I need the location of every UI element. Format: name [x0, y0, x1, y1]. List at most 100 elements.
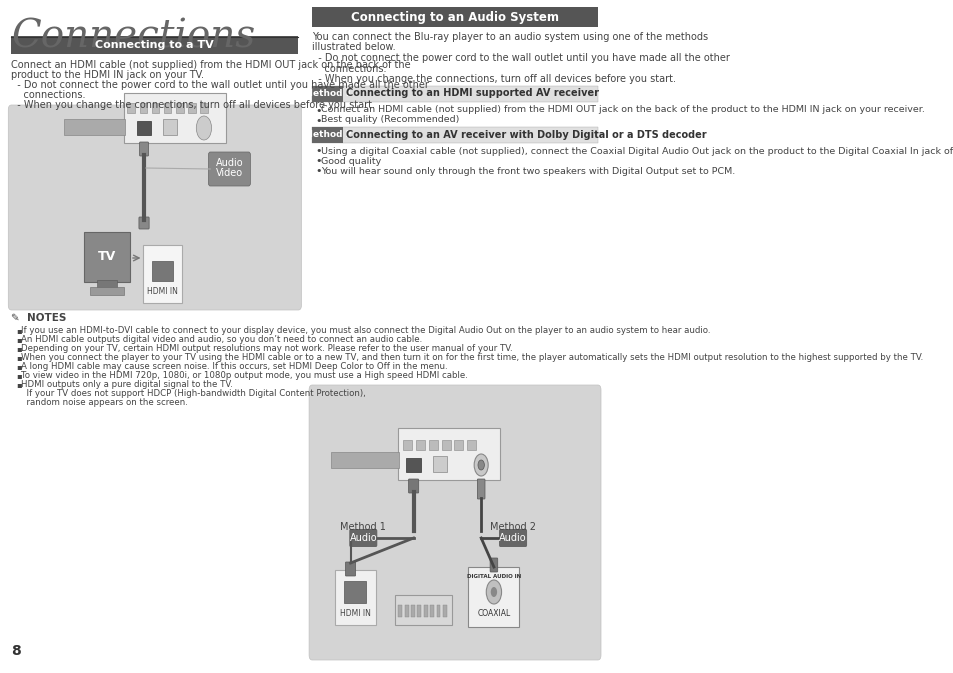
Text: Using a digital Coaxial cable (not supplied), connect the Coaxial Digital Audio : Using a digital Coaxial cable (not suppl…: [321, 147, 953, 155]
Bar: [312, 127, 342, 143]
Text: illustrated below.: illustrated below.: [312, 42, 395, 52]
Text: Audio: Audio: [498, 533, 526, 543]
Text: Audio: Audio: [215, 158, 243, 168]
Text: ▪: ▪: [16, 344, 22, 353]
Bar: [175, 103, 183, 113]
FancyBboxPatch shape: [349, 529, 376, 547]
Bar: [143, 245, 181, 303]
Bar: [468, 567, 518, 627]
Text: HDMI outputs only a pure digital signal to the TV.: HDMI outputs only a pure digital signal …: [21, 380, 233, 389]
Text: - When you change the connections, turn off all devices before you start.: - When you change the connections, turn …: [11, 100, 375, 110]
Bar: [454, 440, 463, 450]
Bar: [423, 605, 427, 617]
Text: Connections: Connections: [11, 18, 255, 55]
Circle shape: [477, 460, 484, 470]
Bar: [398, 428, 499, 480]
Bar: [467, 440, 476, 450]
FancyBboxPatch shape: [498, 529, 526, 547]
Text: When you connect the player to your TV using the HDMI cable or to a new TV, and : When you connect the player to your TV u…: [21, 353, 923, 362]
Text: Connect an HDMI cable (not supplied) from the HDMI OUT jack on the back of the: Connect an HDMI cable (not supplied) fro…: [11, 60, 411, 70]
Bar: [312, 7, 598, 27]
Text: HDMI IN: HDMI IN: [147, 287, 178, 295]
Text: Connecting to a TV: Connecting to a TV: [95, 40, 214, 50]
Text: Method 2: Method 2: [490, 522, 536, 532]
Text: •: •: [315, 106, 321, 116]
Text: Connecting to an HDMI supported AV receiver: Connecting to an HDMI supported AV recei…: [346, 89, 598, 98]
Bar: [84, 232, 130, 282]
Text: An HDMI cable outputs digital video and audio, so you don’t need to connect an a: An HDMI cable outputs digital video and …: [21, 335, 422, 344]
Bar: [312, 85, 342, 102]
Text: •: •: [315, 147, 321, 157]
Text: •: •: [315, 116, 321, 125]
Bar: [128, 103, 135, 113]
Bar: [331, 452, 398, 468]
FancyBboxPatch shape: [139, 217, 149, 229]
Bar: [152, 103, 159, 113]
Text: ▪: ▪: [16, 326, 22, 335]
Text: ▪: ▪: [16, 380, 22, 389]
Bar: [417, 605, 421, 617]
Bar: [416, 440, 425, 450]
Circle shape: [474, 454, 488, 476]
Text: Depending on your TV, certain HDMI output resolutions may not work. Please refer: Depending on your TV, certain HDMI outpu…: [21, 344, 512, 353]
Bar: [395, 595, 452, 625]
Text: Method 1: Method 1: [303, 89, 351, 98]
Text: ▪: ▪: [16, 335, 22, 344]
Bar: [188, 103, 195, 113]
Bar: [124, 93, 226, 143]
Bar: [164, 103, 172, 113]
Text: Connect an HDMI cable (not supplied) from the HDMI OUT jack on the back of the p: Connect an HDMI cable (not supplied) fro…: [321, 106, 924, 114]
FancyBboxPatch shape: [139, 142, 149, 156]
Bar: [429, 440, 437, 450]
Bar: [403, 440, 412, 450]
Circle shape: [196, 116, 212, 140]
Text: 8: 8: [11, 644, 21, 658]
Text: HDMI IN: HDMI IN: [339, 608, 370, 618]
Text: Video: Video: [215, 168, 243, 178]
Text: Method 1: Method 1: [340, 522, 386, 532]
Text: ✎  NOTES: ✎ NOTES: [11, 313, 67, 323]
Circle shape: [490, 587, 497, 597]
Text: - Do not connect the power cord to the wall outlet until you have made all the o: - Do not connect the power cord to the w…: [11, 80, 429, 90]
Text: TV: TV: [98, 250, 116, 264]
Text: product to the HDMI IN jack on your TV.: product to the HDMI IN jack on your TV.: [11, 70, 204, 80]
Bar: [441, 440, 450, 450]
Bar: [11, 36, 298, 54]
Bar: [312, 127, 598, 143]
Bar: [162, 119, 176, 135]
Text: •: •: [315, 166, 321, 176]
Text: connections.: connections.: [312, 63, 386, 73]
Bar: [137, 121, 151, 135]
Text: random noise appears on the screen.: random noise appears on the screen.: [21, 398, 188, 407]
Text: - When you change the connections, turn off all devices before you start.: - When you change the connections, turn …: [312, 74, 676, 84]
Text: You can connect the Blu-ray player to an audio system using one of the methods: You can connect the Blu-ray player to an…: [312, 32, 708, 42]
Bar: [398, 605, 402, 617]
Text: - Do not connect the power cord to the wall outlet until you have made all the o: - Do not connect the power cord to the w…: [312, 53, 729, 63]
Bar: [404, 605, 408, 617]
Bar: [442, 605, 446, 617]
FancyBboxPatch shape: [345, 562, 355, 576]
Text: To view video in the HDMI 720p, 1080i, or 1080p output mode, you must use a High: To view video in the HDMI 720p, 1080i, o…: [21, 371, 467, 380]
Circle shape: [486, 580, 501, 604]
Bar: [64, 119, 125, 135]
Text: Connecting to an Audio System: Connecting to an Audio System: [351, 11, 558, 24]
Text: Best quality (Recommended): Best quality (Recommended): [321, 116, 459, 125]
Bar: [97, 280, 117, 290]
Text: Connecting to an AV receiver with Dolby Digital or a DTS decoder: Connecting to an AV receiver with Dolby …: [346, 129, 706, 139]
Text: DIGITAL AUDIO IN: DIGITAL AUDIO IN: [466, 575, 520, 579]
Text: connections.: connections.: [11, 90, 86, 100]
Text: If your TV does not support HDCP (High-bandwidth Digital Content Protection),: If your TV does not support HDCP (High-b…: [21, 389, 365, 398]
Text: If you use an HDMI-to-DVI cable to connect to your display device, you must also: If you use an HDMI-to-DVI cable to conne…: [21, 326, 710, 335]
Bar: [411, 605, 415, 617]
Bar: [335, 570, 375, 625]
Bar: [430, 605, 434, 617]
Bar: [433, 456, 447, 472]
Bar: [91, 287, 124, 295]
Text: You will hear sound only through the front two speakers with Digital Output set : You will hear sound only through the fro…: [321, 166, 735, 176]
Bar: [406, 458, 421, 472]
FancyBboxPatch shape: [476, 479, 484, 499]
Text: A long HDMI cable may cause screen noise. If this occurs, set HDMI Deep Color to: A long HDMI cable may cause screen noise…: [21, 362, 447, 371]
Text: COAXIAL: COAXIAL: [476, 608, 510, 618]
Bar: [436, 605, 440, 617]
Bar: [139, 103, 147, 113]
